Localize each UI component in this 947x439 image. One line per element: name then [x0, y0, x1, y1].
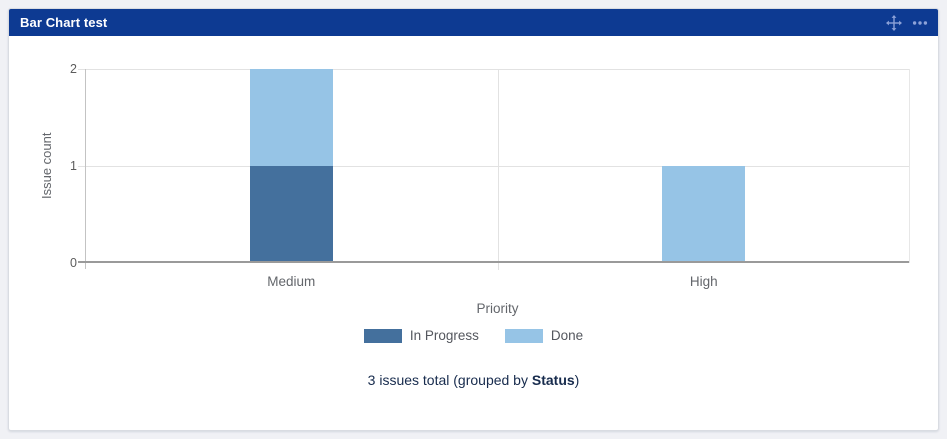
category-divider — [497, 69, 499, 270]
legend-item: In Progress — [363, 328, 479, 343]
legend-label: In Progress — [409, 328, 479, 343]
x-category-label: High — [689, 274, 718, 289]
legend-item: Done — [504, 328, 584, 343]
bar-segment-high-done — [662, 166, 746, 263]
summary-prefix: 3 issues total (grouped by — [367, 372, 532, 388]
legend-label: Done — [550, 328, 584, 343]
y-gridline — [78, 69, 909, 70]
bar-segment-medium-in-progress — [249, 166, 333, 263]
y-tick-label: 0 — [70, 256, 77, 270]
x-category-label: Medium — [267, 274, 316, 289]
gadget-more-button[interactable] — [912, 15, 928, 31]
bar-chart-gadget: Bar Chart test — [8, 8, 939, 431]
bar-segment-medium-done — [249, 69, 333, 166]
ellipsis-icon — [912, 20, 928, 25]
chart-area: Issue count Priority In Progress Done 3 i… — [9, 36, 938, 430]
x-axis-line — [78, 261, 909, 263]
x-axis-title: Priority — [476, 301, 519, 316]
y-axis-line — [85, 69, 86, 269]
y-tick-label: 2 — [70, 62, 77, 76]
summary-suffix: ) — [574, 372, 580, 388]
summary-group-by: Status — [531, 372, 575, 388]
gadget-header: Bar Chart test — [9, 9, 938, 36]
gadget-header-actions — [886, 14, 928, 31]
chart-summary: 3 issues total (grouped by Status) — [9, 372, 938, 388]
gadget-move-button[interactable] — [886, 14, 902, 31]
legend-swatch — [363, 328, 402, 343]
legend-swatch — [504, 328, 543, 343]
y-gridline — [78, 166, 909, 167]
move-icon — [886, 14, 902, 31]
gadget-title: Bar Chart test — [20, 15, 108, 30]
chart-legend: In Progress Done — [9, 328, 938, 343]
plot-area — [78, 69, 910, 270]
y-tick-label: 1 — [70, 159, 77, 173]
